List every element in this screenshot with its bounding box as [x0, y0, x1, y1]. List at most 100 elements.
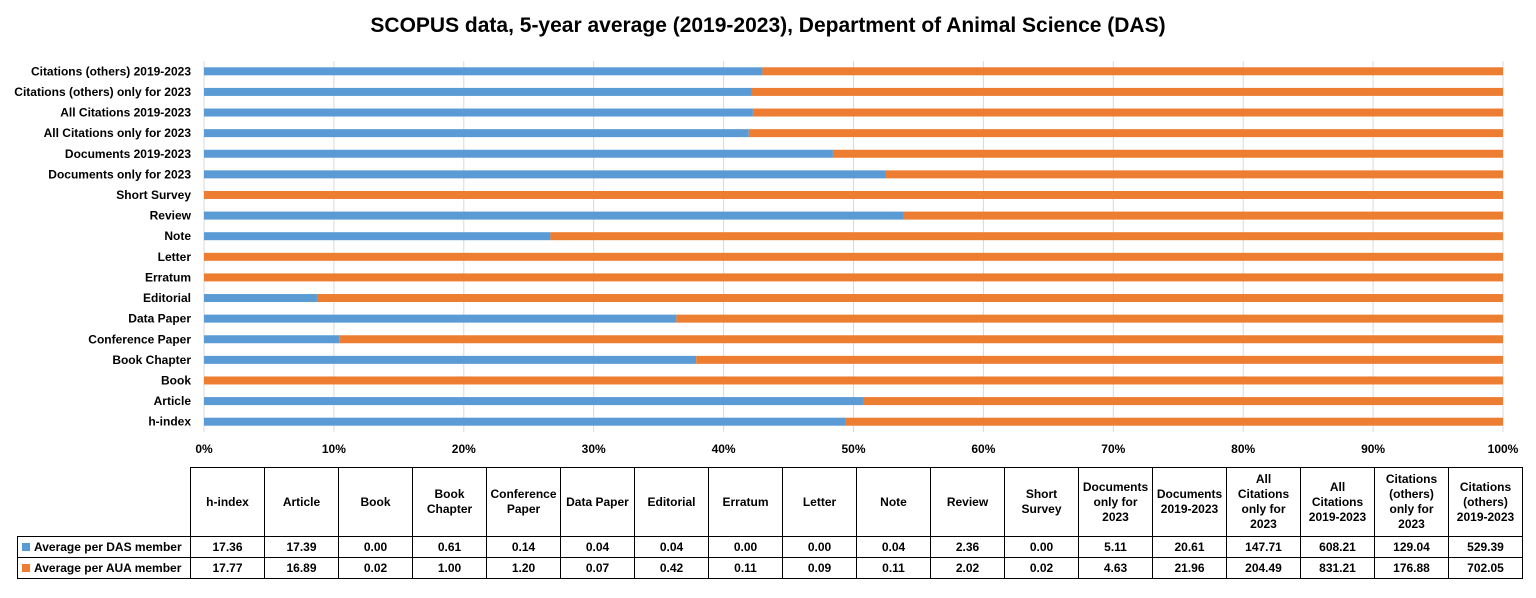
table-value-cell: 2.02 — [930, 557, 1005, 579]
bar-das-member-citations-others-2019-2023 — [204, 67, 763, 76]
category-label: Letter — [158, 250, 192, 264]
bar-aua-member-short-survey — [204, 190, 1503, 199]
bar-das-member-review — [204, 211, 904, 220]
x-tick-label: 100% — [1488, 442, 1519, 456]
bar-aua-member-review — [903, 211, 1503, 220]
x-tick-label: 10% — [322, 442, 346, 456]
table-value-cell: 16.89 — [264, 557, 339, 579]
table-value-cell: 21.96 — [1152, 557, 1227, 579]
table-header-cell: Documents only for 2023 — [1078, 467, 1153, 537]
table-header-cell: Data Paper — [560, 467, 635, 537]
table-header-cell: All Citations only for 2023 — [1226, 467, 1301, 537]
table-value-cell: 0.04 — [560, 536, 635, 558]
table-value-cell: 147.71 — [1226, 536, 1301, 558]
x-axis-tick-labels: 0% 10% 20% 30% 40% 50% 60% 70% 80% 90% 100% — [195, 442, 1518, 456]
x-tick-label: 80% — [1231, 442, 1255, 456]
bar-aua-member-all-citations-2019-2023 — [752, 108, 1503, 117]
table-value-cell: 1.20 — [486, 557, 561, 579]
bar-aua-member-erratum — [204, 273, 1503, 282]
bar-aua-member-letter — [204, 252, 1503, 261]
legend-entry: Average per DAS member — [17, 536, 191, 558]
category-label: Book Chapter — [112, 353, 191, 367]
bar-aua-member-data-paper — [676, 314, 1503, 323]
x-tick-label: 30% — [582, 442, 606, 456]
category-label: Citations (others) 2019-2023 — [31, 64, 191, 78]
table-value-cell: 831.21 — [1300, 557, 1375, 579]
table-value-cell: 0.00 — [1004, 536, 1079, 558]
table-corner — [17, 467, 191, 537]
x-tick-label: 20% — [452, 442, 476, 456]
table-value-cell: 17.36 — [190, 536, 265, 558]
table-value-cell: 0.02 — [1004, 557, 1079, 579]
x-tick-label: 60% — [971, 442, 995, 456]
table-header-cell: Citations (others) 2019-2023 — [1448, 467, 1523, 537]
table-value-cell: 17.39 — [264, 536, 339, 558]
data-table: h-index Article Book Book Chapter Conference… — [17, 467, 1523, 579]
x-tick-label: 40% — [712, 442, 736, 456]
table-header-cell: Short Survey — [1004, 467, 1079, 537]
table-header-cell: h-index — [190, 467, 265, 537]
table-value-cell: 0.00 — [708, 536, 783, 558]
table-value-cell: 17.77 — [190, 557, 265, 579]
table-value-cell: 0.00 — [782, 536, 857, 558]
table-header-cell: Book Chapter — [412, 467, 487, 537]
bar-aua-member-citations-others-2019-2023 — [762, 67, 1503, 76]
table-header-cell: Citations (others) only for 2023 — [1374, 467, 1449, 537]
category-label: Short Survey — [116, 188, 191, 202]
table-value-cell: 176.88 — [1374, 557, 1449, 579]
bar-das-member-conference-paper — [204, 335, 340, 344]
category-label: Article — [154, 394, 192, 408]
table-value-cell: 0.04 — [856, 536, 931, 558]
bar-das-member-all-citations-only-for-2023 — [204, 129, 749, 138]
category-label: h-index — [148, 415, 191, 429]
table-value-cell: 1.00 — [412, 557, 487, 579]
table-value-cell: 529.39 — [1448, 536, 1523, 558]
table-value-cell: 0.02 — [338, 557, 413, 579]
category-label: All Citations 2019-2023 — [60, 106, 191, 120]
bar-aua-member-all-citations-only-for-2023 — [748, 129, 1503, 138]
bar-das-member-all-citations-2019-2023 — [204, 108, 753, 117]
bar-aua-member-book — [204, 376, 1503, 385]
category-label: Data Paper — [128, 312, 191, 326]
bar-aua-member-documents-only-for-2023 — [885, 170, 1503, 179]
table-header-cell: Book — [338, 467, 413, 537]
table-value-cell: 0.09 — [782, 557, 857, 579]
table-value-cell: 204.49 — [1226, 557, 1301, 579]
category-label: Review — [150, 209, 192, 223]
table-header-cell: Letter — [782, 467, 857, 537]
category-label: Citations (others) only for 2023 — [14, 85, 191, 99]
category-label: Documents 2019-2023 — [65, 147, 191, 161]
x-tick-label: 50% — [841, 442, 865, 456]
category-label: Erratum — [145, 270, 191, 284]
table-value-cell: 0.42 — [634, 557, 709, 579]
bar-das-member-citations-others-only-for-2023 — [204, 87, 752, 96]
table-value-cell: 2.36 — [930, 536, 1005, 558]
category-label: All Citations only for 2023 — [44, 126, 192, 140]
bar-aua-member-note — [550, 232, 1503, 241]
gridlines — [203, 61, 1504, 432]
table-value-cell: 0.14 — [486, 536, 561, 558]
category-label: Documents only for 2023 — [48, 167, 191, 181]
table-header-cell: Article — [264, 467, 339, 537]
bar-das-member-documents-only-for-2023 — [204, 170, 886, 179]
category-axis-labels: h-index Article Book Book Chapter Conference… — [14, 64, 191, 428]
table-value-cell: 4.63 — [1078, 557, 1153, 579]
bar-das-member-data-paper — [204, 314, 677, 323]
bar-das-member-h-index — [204, 417, 846, 426]
bar-das-member-note — [204, 232, 551, 241]
category-label: Editorial — [143, 291, 191, 305]
category-label: Conference Paper — [88, 332, 191, 346]
x-tick-label: 90% — [1361, 442, 1385, 456]
table-header-cell: All Citations 2019-2023 — [1300, 467, 1375, 537]
category-label: Book — [161, 373, 191, 387]
table-value-cell: 0.11 — [708, 557, 783, 579]
legend-label: Average per DAS member — [34, 539, 182, 554]
table-header-cell: Conference Paper — [486, 467, 561, 537]
legend-entry: Average per AUA member — [17, 557, 191, 579]
legend-swatch — [22, 563, 30, 572]
table-header-cell: Note — [856, 467, 931, 537]
bar-aua-member-article — [862, 397, 1503, 406]
table-header-cell: Editorial — [634, 467, 709, 537]
table-value-cell: 129.04 — [1374, 536, 1449, 558]
table-header-cell: Documents 2019-2023 — [1152, 467, 1227, 537]
